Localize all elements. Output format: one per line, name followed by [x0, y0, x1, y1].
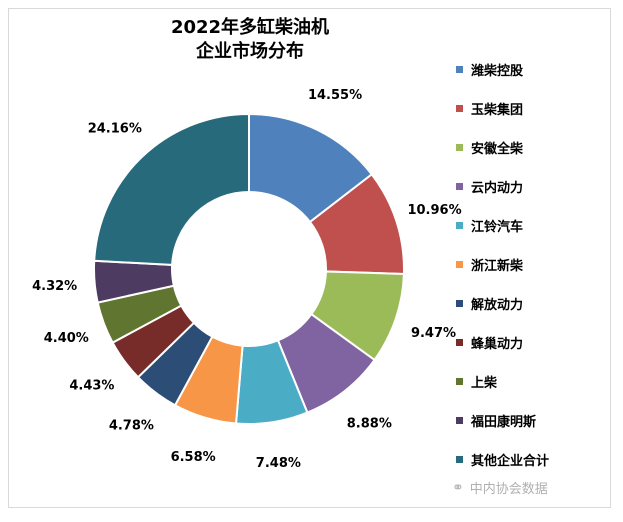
- legend-label: 云内动力: [471, 181, 524, 196]
- legend-label: 解放动力: [471, 298, 524, 313]
- chart-title-line-1: 2022年多缸柴油机: [170, 17, 330, 38]
- data-label-5: 7.48%: [256, 456, 301, 471]
- data-label-6: 6.58%: [171, 450, 216, 465]
- chart-title: 2022年多缸柴油机 企业市场分布: [70, 16, 430, 64]
- legend-item: 蜂巢动力: [456, 323, 606, 362]
- chart-title-line-2: 企业市场分布: [196, 41, 304, 62]
- legend-swatch: [456, 144, 463, 151]
- legend-item: 潍柴控股: [456, 50, 606, 89]
- legend-swatch: [456, 222, 463, 229]
- legend-item: 上柴: [456, 362, 606, 401]
- legend-swatch: [456, 261, 463, 268]
- data-label-1: 14.55%: [308, 88, 362, 103]
- legend-swatch: [456, 378, 463, 385]
- legend-label: 江铃汽车: [471, 220, 524, 235]
- data-label-9: 4.40%: [44, 331, 89, 346]
- legend-label: 蜂巢动力: [471, 337, 524, 352]
- legend-swatch: [456, 105, 463, 112]
- legend-label: 其他企业合计: [471, 454, 550, 469]
- watermark-text: 中内协会数据: [469, 482, 548, 497]
- legend-label: 安徽全柴: [471, 142, 524, 157]
- data-label-7: 4.78%: [109, 419, 154, 434]
- legend-swatch: [456, 339, 463, 346]
- legend-label: 潍柴控股: [471, 64, 524, 79]
- chart-legend: 潍柴控股玉柴集团安徽全柴云内动力江铃汽车浙江新柴解放动力蜂巢动力上柴福田康明斯其…: [456, 50, 606, 479]
- legend-item: 其他企业合计: [456, 440, 606, 479]
- wechat-icon: ⚭: [452, 479, 464, 496]
- legend-item: 福田康明斯: [456, 401, 606, 440]
- legend-item: 安徽全柴: [456, 128, 606, 167]
- slice-11: [93, 112, 250, 266]
- data-label-2: 10.96%: [407, 203, 461, 218]
- data-label-4: 8.88%: [347, 416, 392, 431]
- legend-swatch: [456, 456, 463, 463]
- legend-label: 福田康明斯: [471, 415, 537, 430]
- legend-label: 上柴: [471, 376, 498, 391]
- legend-item: 解放动力: [456, 284, 606, 323]
- watermark: ⚭ 中内协会数据: [452, 478, 548, 498]
- legend-item: 云内动力: [456, 167, 606, 206]
- data-label-11: 24.16%: [88, 122, 142, 137]
- legend-swatch: [456, 66, 463, 73]
- legend-label: 玉柴集团: [471, 103, 524, 118]
- legend-item: 玉柴集团: [456, 89, 606, 128]
- data-label-3: 9.47%: [411, 326, 456, 341]
- legend-swatch: [456, 417, 463, 424]
- legend-item: 江铃汽车: [456, 206, 606, 245]
- legend-swatch: [456, 183, 463, 190]
- legend-swatch: [456, 300, 463, 307]
- legend-label: 浙江新柴: [471, 259, 524, 274]
- data-label-10: 4.32%: [32, 279, 77, 294]
- legend-item: 浙江新柴: [456, 245, 606, 284]
- data-label-8: 4.43%: [69, 379, 114, 394]
